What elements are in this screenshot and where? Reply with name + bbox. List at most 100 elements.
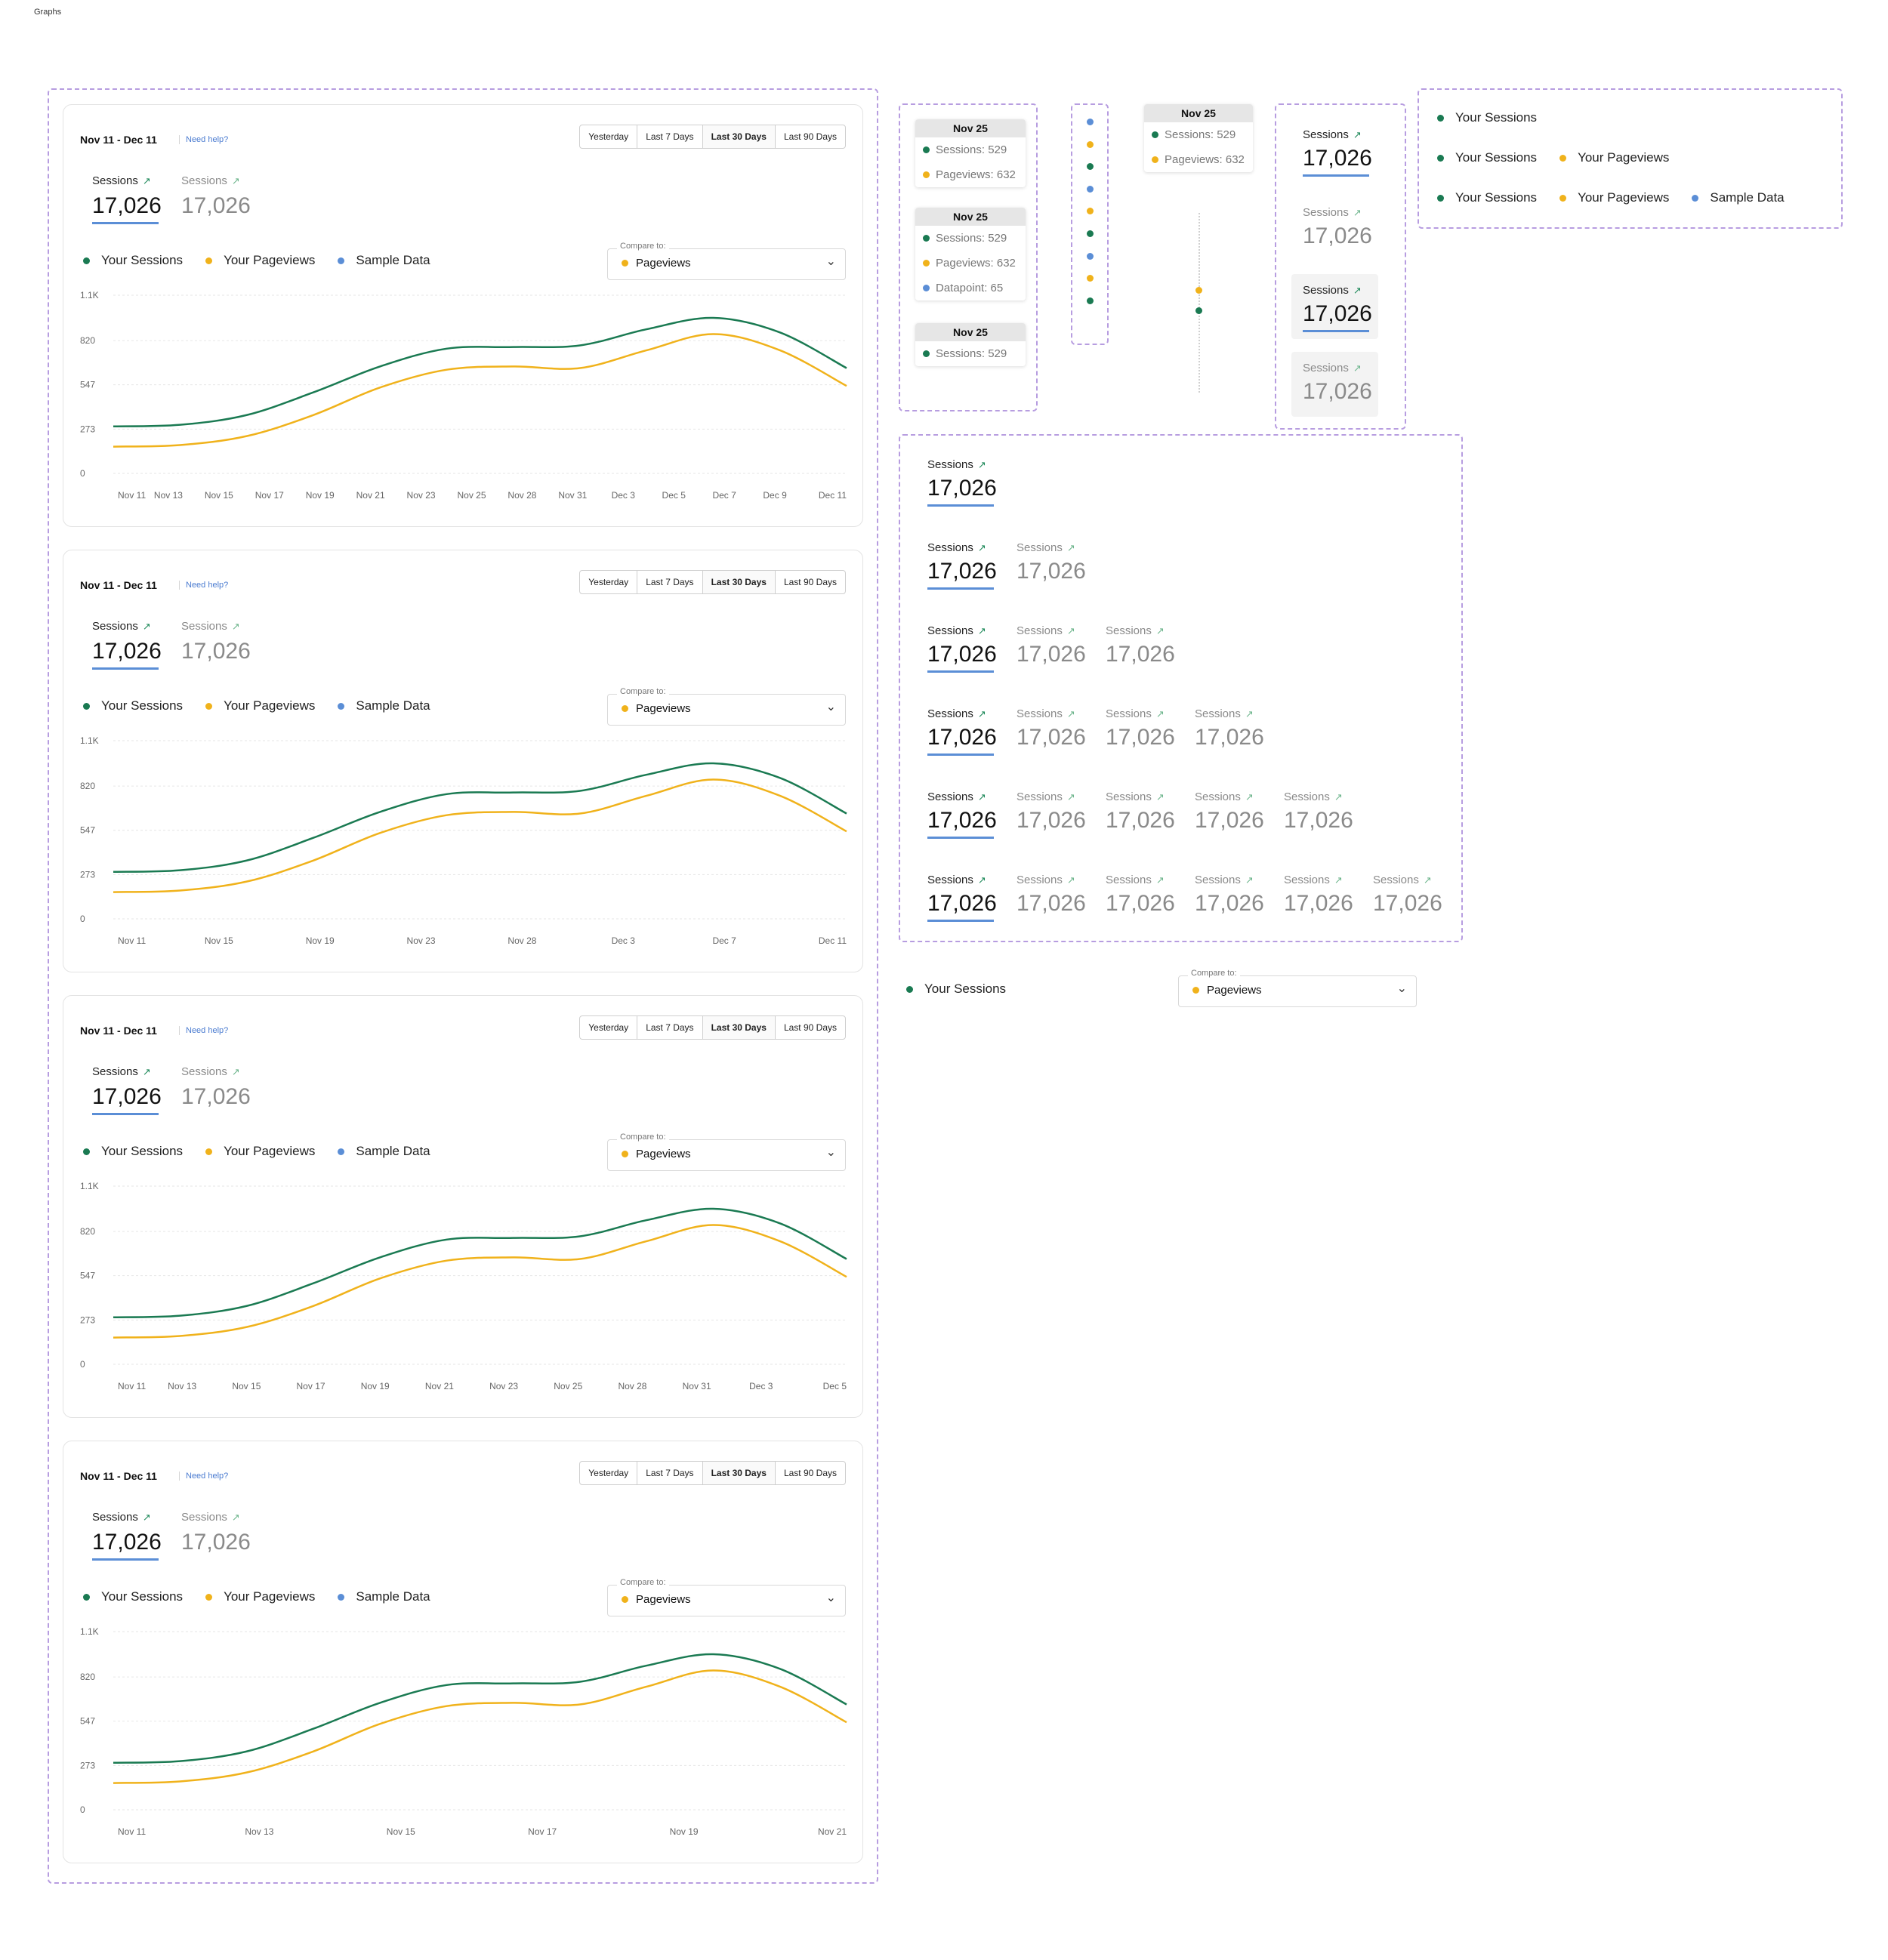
legend-item: Sample Data [1692,190,1785,205]
compare-value: Pageviews [1207,984,1262,997]
metric-active[interactable]: Sessions ↗ 17,026 [927,790,997,839]
metric-state-inactive[interactable]: Sessions ↗ 17,026 [1303,206,1372,249]
metric-value: 17,026 [1016,725,1086,750]
line-chart: 0 273 547 820 1.1K Nov 11 Nov 15 Nov 19 Nov 23 No… [80,735,847,946]
legend-label: Your Pageviews [224,1589,316,1604]
compare-dropdown[interactable]: Compare to: Pageviews ⌄ [607,242,846,280]
need-help-link[interactable]: Need help? [179,1472,228,1481]
y-tick-label: 547 [80,825,95,836]
compare-dropdown[interactable]: Compare to: Pageviews ⌄ [607,687,846,726]
x-tick-label: Dec 3 [749,1381,773,1391]
metric-sessions-active[interactable]: Sessions ↗ 17,026 [92,1511,162,1561]
metric-active[interactable]: Sessions ↗ 17,026 [927,874,997,922]
metric-inactive[interactable]: Sessions ↗ 17,026 [1016,541,1086,584]
metric-sessions-active[interactable]: Sessions ↗ 17,026 [92,620,162,670]
tooltip-row: Pageviews: 632 [915,162,1026,187]
x-tick-label: Dec 3 [612,490,636,501]
range-tab[interactable]: Last 7 Days [637,125,702,148]
range-tab[interactable]: Last 30 Days [702,571,775,593]
date-range: Nov 11 - Dec 11 [80,1470,157,1482]
metric-active[interactable]: Sessions ↗ 17,026 [927,541,997,590]
metric-active[interactable]: Sessions ↗ 17,026 [927,707,997,756]
need-help-link[interactable]: Need help? [179,1026,228,1035]
x-tick-label: Nov 15 [205,490,233,501]
metric-inactive[interactable]: Sessions ↗ 17,026 [1106,874,1175,917]
metric-active[interactable]: Sessions ↗ 17,026 [927,458,997,507]
metric-inactive[interactable]: Sessions ↗ 17,026 [1195,874,1264,917]
metric-sessions-active[interactable]: Sessions ↗ 17,026 [92,1065,162,1115]
compare-dropdown[interactable]: Compare to: Pageviews ⌄ [607,1578,846,1616]
legend-item: Your Pageviews [205,698,315,713]
range-tab[interactable]: Last 7 Days [637,1016,702,1039]
range-tab[interactable]: Last 30 Days [702,125,775,148]
compare-dropdown[interactable]: Compare to: Pageviews ⌄ [607,1133,846,1171]
need-help-link[interactable]: Need help? [179,581,228,590]
metric-state-active-hover[interactable]: Sessions ↗ 17,026 [1303,284,1372,332]
metric-inactive[interactable]: Sessions ↗ 17,026 [1016,790,1086,834]
metric-inactive[interactable]: Sessions ↗ 17,026 [1016,624,1086,667]
tooltip-pageviews: Pageviews: 632 [1165,153,1245,166]
range-tab[interactable]: Last 30 Days [702,1016,775,1039]
date-range: Nov 11 - Dec 11 [80,134,157,146]
tooltip-row: Sessions: 529 [915,137,1026,162]
metric-value: 17,026 [92,1530,162,1555]
metric-sessions-inactive[interactable]: Sessions ↗ 17,026 [181,174,251,219]
metric-label: Sessions [1195,790,1241,803]
metric-active[interactable]: Sessions ↗ 17,026 [927,624,997,673]
chart-legend: Your Sessions Your Pageviews Sample Data [83,253,430,268]
metric-value: 17,026 [181,193,251,218]
metric-state-inactive-hover[interactable]: Sessions ↗ 17,026 [1303,362,1372,405]
x-tick-label: Nov 17 [255,490,284,501]
need-help-link[interactable]: Need help? [179,135,228,144]
metric-label: Sessions [927,874,973,886]
y-tick-label: 0 [80,468,85,479]
metric-sessions-inactive[interactable]: Sessions ↗ 17,026 [181,1065,251,1110]
series-line [113,1224,847,1339]
metric-sessions-active[interactable]: Sessions ↗ 17,026 [92,174,162,224]
metric-value: 17,026 [1373,891,1442,916]
range-tab[interactable]: Last 7 Days [637,1462,702,1484]
metric-inactive[interactable]: Sessions ↗ 17,026 [1016,874,1086,917]
metric-inactive[interactable]: Sessions ↗ 17,026 [1284,874,1353,917]
metric-inactive[interactable]: Sessions ↗ 17,026 [1106,624,1175,667]
legend-variants-frame [1418,88,1843,229]
range-tab[interactable]: Last 90 Days [774,125,845,148]
metric-label: Sessions [1284,790,1330,803]
range-tab[interactable]: Last 7 Days [637,571,702,593]
metric-inactive[interactable]: Sessions ↗ 17,026 [1016,707,1086,750]
trend-up-icon: ↗ [142,175,151,186]
x-tick-label: Nov 21 [356,490,385,501]
metric-inactive[interactable]: Sessions ↗ 17,026 [1106,707,1175,750]
metric-hover-bg [1291,352,1378,417]
chevron-down-icon: ⌄ [1396,982,1407,995]
metric-inactive[interactable]: Sessions ↗ 17,026 [1195,707,1264,750]
x-tick-label: Nov 23 [407,490,436,501]
hover-tooltip: Nov 25 Sessions: 529 Pageviews: 632 [1144,104,1253,172]
metric-inactive[interactable]: Sessions ↗ 17,026 [1195,790,1264,834]
series-dot-icon [1087,140,1094,148]
range-tab[interactable]: Yesterday [588,1468,629,1478]
chart-legend: Your Sessions Your Pageviews Sample Data [83,1589,430,1604]
range-tab[interactable]: Yesterday [588,1022,629,1033]
metric-sessions-inactive[interactable]: Sessions ↗ 17,026 [181,1511,251,1555]
range-tab[interactable]: Last 90 Days [774,571,845,593]
compare-dropdown-standalone[interactable]: Compare to: Pageviews ⌄ [1178,969,1417,1007]
tooltip-datapoint: Datapoint: 65 [936,282,1004,294]
metric-state-active[interactable]: Sessions ↗ 17,026 [1303,128,1372,177]
range-tab[interactable]: Last 90 Days [774,1462,845,1484]
metric-underline [92,1113,159,1115]
range-tab[interactable]: Yesterday [588,131,629,142]
x-tick-label: Dec 11 [819,935,847,946]
range-tab[interactable]: Yesterday [588,577,629,587]
legend-item: Your Pageviews [1559,150,1669,165]
sessions-dot-icon [1437,194,1444,202]
range-tab[interactable]: Last 90 Days [774,1016,845,1039]
x-tick-label: Nov 15 [205,935,233,946]
metric-sessions-inactive[interactable]: Sessions ↗ 17,026 [181,620,251,664]
metric-inactive[interactable]: Sessions ↗ 17,026 [1284,790,1353,834]
range-tab[interactable]: Last 30 Days [702,1462,775,1484]
metric-label: Sessions [181,1511,227,1524]
metric-inactive[interactable]: Sessions ↗ 17,026 [1106,790,1175,834]
metric-inactive[interactable]: Sessions ↗ 17,026 [1373,874,1442,917]
legend-dot-icon [205,1148,213,1155]
